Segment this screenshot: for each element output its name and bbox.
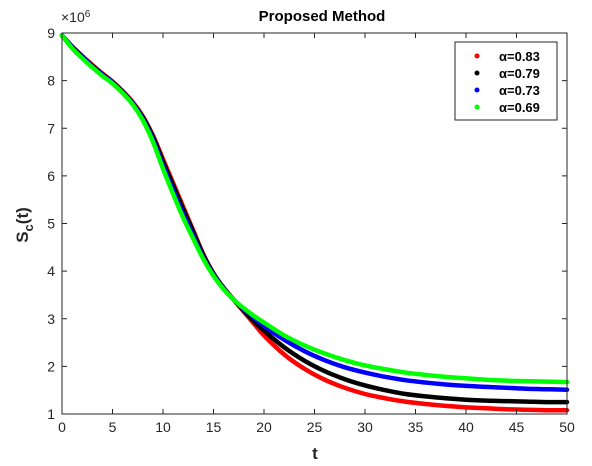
x-tick-label: 5 (109, 419, 117, 435)
x-axis-label: t (312, 444, 318, 463)
legend-label-4: α=0.69 (499, 100, 540, 115)
y-tick-label: 4 (47, 263, 55, 279)
chart-title: Proposed Method (259, 8, 386, 25)
y-tick-label: 1 (47, 406, 55, 422)
x-tick-label: 15 (206, 419, 222, 435)
y-axis-label-sub: c (21, 224, 36, 231)
x-tick-label: 10 (155, 419, 171, 435)
legend-marker-1 (474, 53, 480, 59)
legend-label-1: α=0.83 (499, 49, 540, 64)
series-layer (59, 33, 570, 413)
y-axis-label-main: S (13, 231, 32, 242)
y-tick-label: 2 (47, 358, 55, 374)
x-tick-label: 0 (58, 419, 66, 435)
y-multiplier-base: ×10 (61, 9, 85, 25)
y-multiplier-exponent: 6 (85, 9, 91, 20)
legend-label-2: α=0.79 (499, 66, 540, 81)
x-tick-label: 25 (307, 419, 323, 435)
y-tick-label: 8 (47, 73, 55, 89)
legend-label-3: α=0.73 (499, 83, 540, 98)
x-tick-label: 40 (458, 419, 474, 435)
y-tick-label: 5 (47, 216, 55, 232)
y-tick-label: 7 (47, 120, 55, 136)
legend-marker-2 (474, 70, 480, 76)
x-tick-label: 30 (357, 419, 373, 435)
legend-marker-4 (474, 104, 480, 110)
y-tick-label: 3 (47, 311, 55, 327)
series-line-4 (59, 33, 570, 385)
x-tick-label: 50 (559, 419, 575, 435)
y-tick-label: 9 (47, 25, 55, 41)
x-tick-label: 35 (408, 419, 424, 435)
y-tick-label: 6 (47, 168, 55, 184)
legend-box (454, 41, 558, 121)
legend-marker-3 (474, 87, 480, 93)
y-axis-label: Sc(t) (13, 207, 36, 243)
legend: α=0.83 α=0.79 α=0.73 α=0.69 (454, 41, 558, 121)
y-multiplier-label: ×106 (61, 9, 91, 25)
x-tick-label: 45 (509, 419, 525, 435)
y-axis-label-suffix: (t) (13, 207, 32, 224)
x-tick-label: 20 (256, 419, 272, 435)
